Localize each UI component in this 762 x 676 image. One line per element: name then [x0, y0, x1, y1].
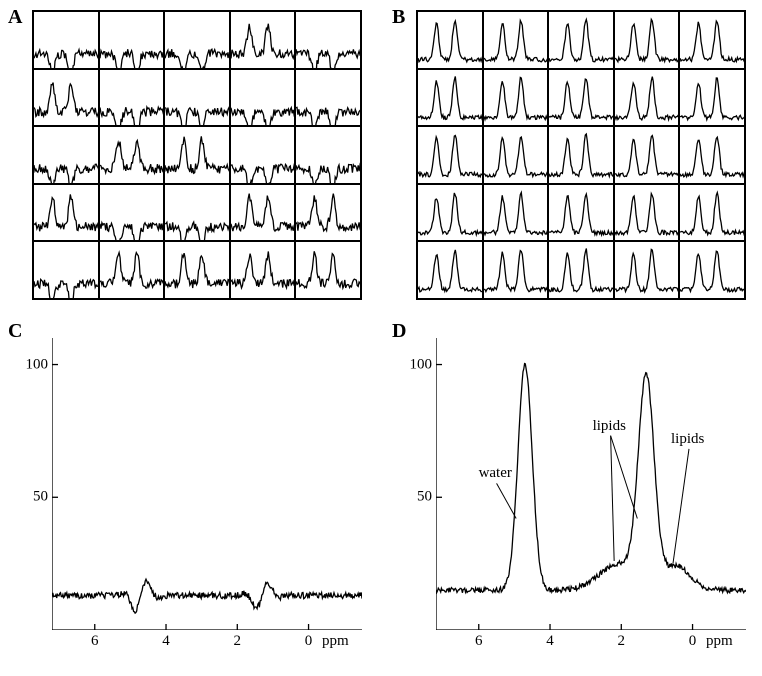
spectrum-cell — [99, 241, 165, 299]
panel-B — [416, 10, 746, 300]
spectrum-cell — [295, 184, 361, 242]
panel-C-xlabel: ppm — [322, 633, 349, 650]
spectrum-cell — [99, 184, 165, 242]
panel-D-label: D — [392, 320, 406, 343]
spectrum-cell — [679, 241, 745, 299]
spectrum-cell — [99, 11, 165, 69]
figure-root: A B C D 100 50 6 4 2 0 ppm 100 50 6 4 2 … — [0, 0, 762, 676]
spectrum-cell — [679, 126, 745, 184]
panel-A-label: A — [8, 6, 22, 29]
spectrum-cell — [33, 69, 99, 127]
spectrum-cell — [230, 184, 296, 242]
panel-D: 100 50 6 4 2 0 ppm water lipids lipids — [436, 338, 746, 630]
panel-C-xtick-0: 0 — [305, 633, 313, 650]
spectrum-cell — [33, 184, 99, 242]
spectrum-cell — [295, 69, 361, 127]
spectrum-cell — [679, 69, 745, 127]
spectrum-cell — [295, 241, 361, 299]
panel-C-ytick-100: 100 — [18, 356, 48, 373]
spectrum-cell — [417, 241, 483, 299]
spectrum-cell — [548, 11, 614, 69]
panel-D-xtick-6: 6 — [475, 633, 483, 650]
spectrum-cell — [33, 126, 99, 184]
spectrum-cell — [164, 126, 230, 184]
spectrum-cell — [614, 126, 680, 184]
panel-C-xtick-2: 2 — [234, 633, 242, 650]
panel-C: 100 50 6 4 2 0 ppm — [52, 338, 362, 630]
spectra-grid-B — [416, 10, 746, 300]
spectrum-cell — [483, 69, 549, 127]
spectrum-cell — [230, 69, 296, 127]
panel-C-xtick-6: 6 — [91, 633, 99, 650]
spectrum-cell — [417, 11, 483, 69]
spectrum-cell — [483, 11, 549, 69]
spectrum-C-svg — [52, 338, 362, 630]
spectrum-cell — [614, 11, 680, 69]
panel-A — [32, 10, 362, 300]
spectrum-cell — [614, 241, 680, 299]
spectrum-cell — [33, 11, 99, 69]
spectrum-cell — [164, 69, 230, 127]
spectrum-cell — [417, 126, 483, 184]
spectrum-cell — [295, 126, 361, 184]
panel-D-annotation-water: water — [479, 465, 512, 482]
spectrum-cell — [548, 184, 614, 242]
spectrum-cell — [230, 11, 296, 69]
spectrum-cell — [679, 11, 745, 69]
spectrum-cell — [679, 184, 745, 242]
spectra-grid-A — [32, 10, 362, 300]
panel-D-annotation-lipids-2: lipids — [671, 431, 704, 448]
spectrum-cell — [295, 11, 361, 69]
panel-D-annotation-lipids-1: lipids — [593, 418, 626, 435]
panel-C-label: C — [8, 320, 22, 343]
spectrum-cell — [164, 11, 230, 69]
spectrum-cell — [417, 69, 483, 127]
panel-D-ytick-100: 100 — [402, 356, 432, 373]
panel-B-label: B — [392, 6, 405, 29]
panel-D-ytick-50: 50 — [402, 489, 432, 506]
panel-D-xtick-4: 4 — [546, 633, 554, 650]
panel-D-xtick-0: 0 — [689, 633, 697, 650]
spectrum-cell — [614, 184, 680, 242]
spectrum-cell — [33, 241, 99, 299]
spectrum-cell — [99, 69, 165, 127]
spectrum-cell — [548, 126, 614, 184]
spectrum-cell — [614, 69, 680, 127]
spectrum-cell — [483, 126, 549, 184]
spectrum-cell — [548, 241, 614, 299]
panel-D-xtick-2: 2 — [618, 633, 626, 650]
panel-C-ytick-50: 50 — [18, 489, 48, 506]
spectrum-cell — [99, 126, 165, 184]
spectrum-cell — [483, 241, 549, 299]
spectrum-cell — [417, 184, 483, 242]
spectrum-cell — [483, 184, 549, 242]
spectrum-cell — [164, 241, 230, 299]
spectrum-D-svg — [436, 338, 746, 630]
spectrum-cell — [164, 184, 230, 242]
panel-D-xlabel: ppm — [706, 633, 733, 650]
spectrum-cell — [230, 126, 296, 184]
spectrum-cell — [230, 241, 296, 299]
spectrum-cell — [548, 69, 614, 127]
panel-C-xtick-4: 4 — [162, 633, 170, 650]
